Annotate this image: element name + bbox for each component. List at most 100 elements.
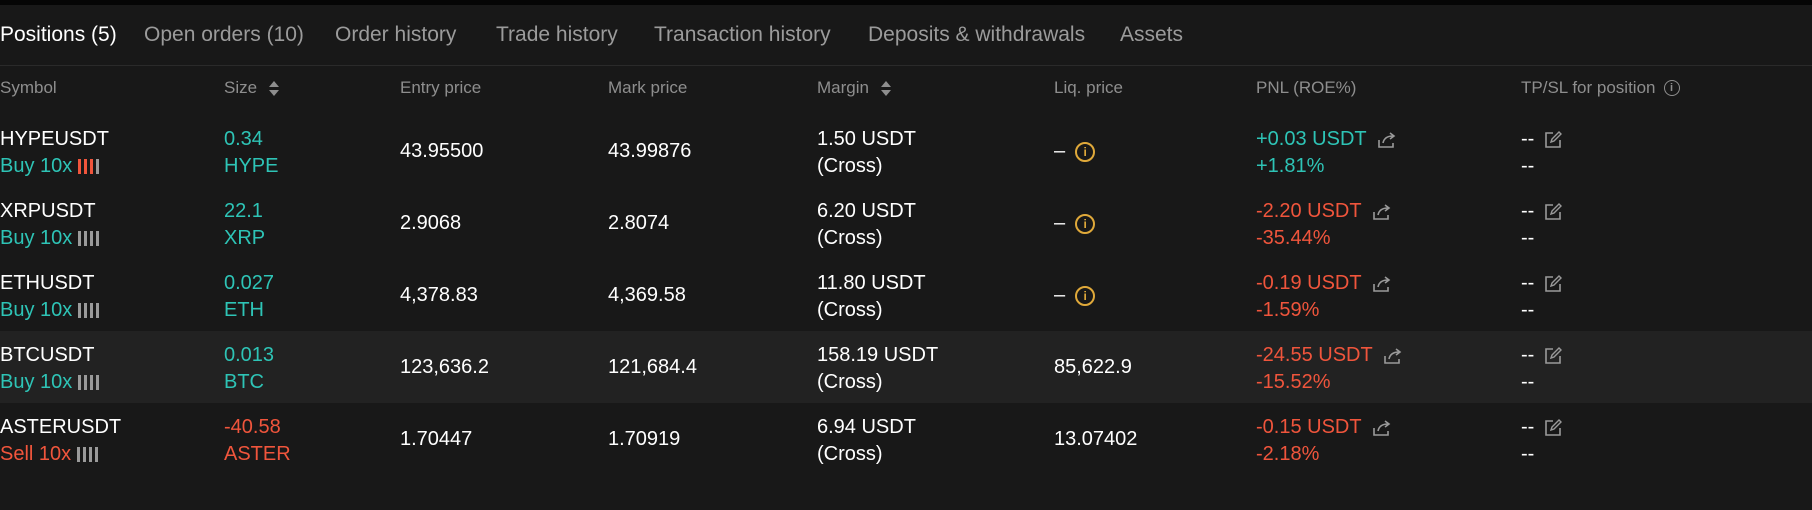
col-header-mark-price: Mark price bbox=[608, 78, 687, 98]
tab-positions[interactable]: Positions (5) bbox=[0, 23, 117, 46]
col-header-liq-price: Liq. price bbox=[1054, 78, 1123, 98]
mark-price: 1.70919 bbox=[608, 428, 681, 450]
margin-mode[interactable]: (Cross) bbox=[817, 443, 883, 465]
position-symbol[interactable]: HYPEUSDT bbox=[0, 128, 109, 150]
entry-price: 1.70447 bbox=[400, 428, 473, 450]
edit-icon[interactable] bbox=[1544, 202, 1563, 221]
leverage-bars-icon bbox=[77, 447, 99, 463]
sl-value: -- bbox=[1521, 371, 1535, 393]
warning-info-icon[interactable]: i bbox=[1075, 213, 1096, 234]
pnl-value: -0.19 USDT bbox=[1256, 272, 1392, 295]
table-row[interactable]: ETHUSDT Buy 10x 0.027 ETH 4,378.83 4,369… bbox=[0, 259, 1812, 331]
position-asset: HYPE bbox=[224, 155, 279, 177]
mark-price: 121,684.4 bbox=[608, 356, 697, 378]
position-size: 22.1 bbox=[224, 200, 263, 222]
tp-value-text: -- bbox=[1521, 200, 1535, 222]
edit-icon[interactable] bbox=[1544, 274, 1563, 293]
sort-icon[interactable] bbox=[880, 80, 891, 96]
col-header-size[interactable]: Size bbox=[224, 78, 280, 98]
position-asset: ASTER bbox=[224, 443, 291, 465]
tab-open-orders[interactable]: Open orders (10) bbox=[144, 23, 304, 46]
share-icon[interactable] bbox=[1372, 419, 1392, 437]
tp-value: -- bbox=[1521, 272, 1563, 295]
warning-info-icon[interactable]: i bbox=[1075, 285, 1096, 306]
liq-price-value: – bbox=[1054, 284, 1066, 306]
liq-price-value: – bbox=[1054, 140, 1066, 162]
pnl-amount: -2.20 USDT bbox=[1256, 200, 1362, 222]
pnl-amount: -0.19 USDT bbox=[1256, 272, 1362, 294]
pnl-value: -0.15 USDT bbox=[1256, 416, 1392, 439]
pnl-value: -2.20 USDT bbox=[1256, 200, 1392, 223]
liq-price: 85,622.9 bbox=[1054, 356, 1132, 378]
margin-value: 158.19 USDT bbox=[817, 344, 939, 366]
col-header-margin[interactable]: Margin bbox=[817, 78, 891, 98]
window-top-bar bbox=[0, 0, 1812, 5]
position-side: Buy 10x bbox=[0, 155, 100, 178]
leverage-bars-icon bbox=[78, 375, 100, 391]
tab-order-history[interactable]: Order history bbox=[335, 23, 457, 46]
position-symbol[interactable]: ASTERUSDT bbox=[0, 416, 122, 438]
entry-price: 123,636.2 bbox=[400, 356, 489, 378]
table-row[interactable]: HYPEUSDT Buy 10x 0.34 HYPE 43.95500 43.9… bbox=[0, 115, 1812, 187]
liq-price-value: – bbox=[1054, 212, 1066, 234]
warning-info-icon[interactable]: i bbox=[1075, 141, 1096, 162]
table-row[interactable]: ASTERUSDT Sell 10x -40.58 ASTER 1.70447 … bbox=[0, 403, 1812, 475]
edit-icon[interactable] bbox=[1544, 346, 1563, 365]
liq-price: 13.07402 bbox=[1054, 428, 1138, 450]
share-icon[interactable] bbox=[1377, 131, 1397, 149]
pnl-value: -24.55 USDT bbox=[1256, 344, 1403, 367]
tab-transaction-history[interactable]: Transaction history bbox=[654, 23, 831, 46]
tab-deposits-withdrawals[interactable]: Deposits & withdrawals bbox=[868, 23, 1086, 46]
margin-mode[interactable]: (Cross) bbox=[817, 155, 883, 177]
table-row[interactable]: XRPUSDT Buy 10x 22.1 XRP 2.9068 2.8074 6… bbox=[0, 187, 1812, 259]
sl-value: -- bbox=[1521, 299, 1535, 321]
margin-mode[interactable]: (Cross) bbox=[817, 227, 883, 249]
entry-price: 43.95500 bbox=[400, 140, 484, 162]
leverage-bars-icon bbox=[78, 303, 100, 319]
col-header-entry-price: Entry price bbox=[400, 78, 481, 98]
tab-trade-history[interactable]: Trade history bbox=[496, 23, 618, 46]
leverage-bars-icon bbox=[78, 159, 100, 175]
position-symbol[interactable]: ETHUSDT bbox=[0, 272, 95, 294]
position-side: Buy 10x bbox=[0, 299, 100, 322]
share-icon[interactable] bbox=[1372, 275, 1392, 293]
col-header-margin-label: Margin bbox=[817, 78, 869, 97]
sort-icon[interactable] bbox=[269, 80, 280, 96]
col-header-pnl: PNL (ROE%) bbox=[1256, 78, 1356, 98]
position-size: 0.027 bbox=[224, 272, 275, 294]
position-symbol[interactable]: BTCUSDT bbox=[0, 344, 95, 366]
col-header-entry-label: Entry price bbox=[400, 78, 482, 97]
tab-assets[interactable]: Assets bbox=[1120, 23, 1184, 46]
position-symbol[interactable]: XRPUSDT bbox=[0, 200, 96, 222]
mark-price: 4,369.58 bbox=[608, 284, 686, 306]
position-side-label: Buy 10x bbox=[0, 155, 73, 177]
edit-icon[interactable] bbox=[1544, 418, 1563, 437]
position-side-label: Buy 10x bbox=[0, 227, 73, 249]
position-side-label: Buy 10x bbox=[0, 371, 73, 393]
col-header-liq-label: Liq. price bbox=[1054, 78, 1123, 97]
col-header-pnl-label: PNL (ROE%) bbox=[1256, 78, 1357, 97]
margin-mode[interactable]: (Cross) bbox=[817, 371, 883, 393]
margin-mode[interactable]: (Cross) bbox=[817, 299, 883, 321]
share-icon[interactable] bbox=[1372, 203, 1392, 221]
info-icon[interactable]: i bbox=[1663, 80, 1680, 96]
edit-icon[interactable] bbox=[1544, 130, 1563, 149]
position-size: 0.34 bbox=[224, 128, 263, 150]
position-asset: XRP bbox=[224, 227, 266, 249]
col-header-symbol: Symbol bbox=[0, 78, 57, 98]
mark-price: 43.99876 bbox=[608, 140, 692, 162]
position-tabs: Positions (5) Open orders (10) Order his… bbox=[0, 5, 1812, 66]
position-side: Buy 10x bbox=[0, 371, 100, 394]
tp-value-text: -- bbox=[1521, 128, 1535, 150]
pnl-value: +0.03 USDT bbox=[1256, 128, 1397, 151]
roe-value: -35.44% bbox=[1256, 227, 1331, 249]
position-size: 0.013 bbox=[224, 344, 275, 366]
pnl-amount: +0.03 USDT bbox=[1256, 128, 1367, 150]
entry-price: 4,378.83 bbox=[400, 284, 478, 306]
table-row[interactable]: BTCUSDT Buy 10x 0.013 BTC 123,636.2 121,… bbox=[0, 331, 1812, 403]
mark-price: 2.8074 bbox=[608, 212, 670, 234]
margin-value: 11.80 USDT bbox=[817, 272, 926, 294]
share-icon[interactable] bbox=[1383, 347, 1403, 365]
roe-value: -15.52% bbox=[1256, 371, 1331, 393]
tp-value-text: -- bbox=[1521, 344, 1535, 366]
